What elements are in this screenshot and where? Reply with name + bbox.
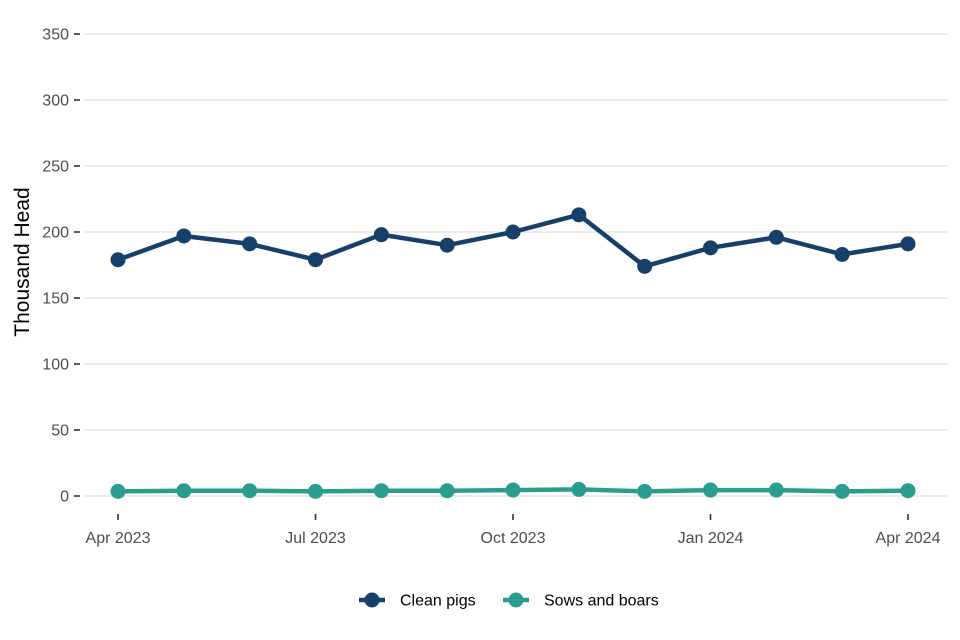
data-point	[571, 481, 587, 497]
legend-key-point	[364, 592, 380, 608]
legend-item: Sows and boars	[503, 592, 659, 610]
series-line	[115, 212, 911, 269]
gridlines	[84, 33, 948, 497]
legend-item: Clean pigs	[359, 592, 476, 610]
y-tick-label: 200	[42, 225, 69, 242]
data-point	[308, 483, 323, 499]
legend-key-point	[508, 592, 524, 608]
data-point	[439, 237, 455, 253]
data-point	[703, 482, 718, 498]
data-point	[703, 240, 718, 256]
x-tick-label: Apr 2023	[86, 530, 151, 547]
y-tick-label: 50	[51, 423, 69, 440]
data-point	[505, 482, 521, 498]
y-tick-label: 0	[60, 489, 69, 506]
x-tick-label: Oct 2023	[481, 530, 546, 547]
data-point	[900, 236, 916, 252]
x-axis: Apr 2023 Jul 2023 Oct 2023 Jan 2024 Apr 2024	[86, 514, 941, 547]
data-point	[242, 236, 258, 252]
data-point	[768, 482, 784, 498]
data-point	[373, 483, 389, 499]
y-tick-label: 300	[42, 93, 69, 110]
y-tick-label: 100	[42, 357, 69, 374]
series-0	[110, 207, 916, 274]
x-tick-label: Jul 2023	[285, 530, 346, 547]
y-tick-label: 250	[42, 159, 69, 176]
data-point	[637, 258, 653, 274]
data-point	[176, 228, 192, 244]
series-1	[110, 481, 916, 499]
data-point	[505, 224, 521, 240]
data-point	[637, 483, 653, 499]
data-point	[571, 207, 587, 223]
y-tick-label: 350	[42, 27, 69, 44]
y-axis: 0 50 100 150 200 250 300 350	[42, 27, 80, 506]
x-tick-label: Apr 2024	[876, 530, 941, 547]
legend-label: Clean pigs	[400, 593, 476, 610]
y-axis-title: Thousand Head	[11, 187, 34, 336]
data-point	[834, 483, 850, 499]
data-point	[176, 483, 192, 499]
data-point	[900, 483, 916, 499]
legend-label: Sows and boars	[544, 593, 659, 610]
data-point	[110, 252, 126, 268]
data-point	[373, 227, 389, 243]
data-point	[110, 483, 126, 499]
data-point	[768, 229, 784, 245]
data-point	[834, 246, 850, 262]
data-point	[439, 483, 455, 499]
x-tick-label: Jan 2024	[678, 530, 744, 547]
y-tick-label: 150	[42, 291, 69, 308]
data-point	[242, 483, 258, 499]
legend: Clean pigs Sows and boars	[359, 592, 659, 610]
data-point	[308, 252, 323, 268]
series	[110, 207, 916, 499]
